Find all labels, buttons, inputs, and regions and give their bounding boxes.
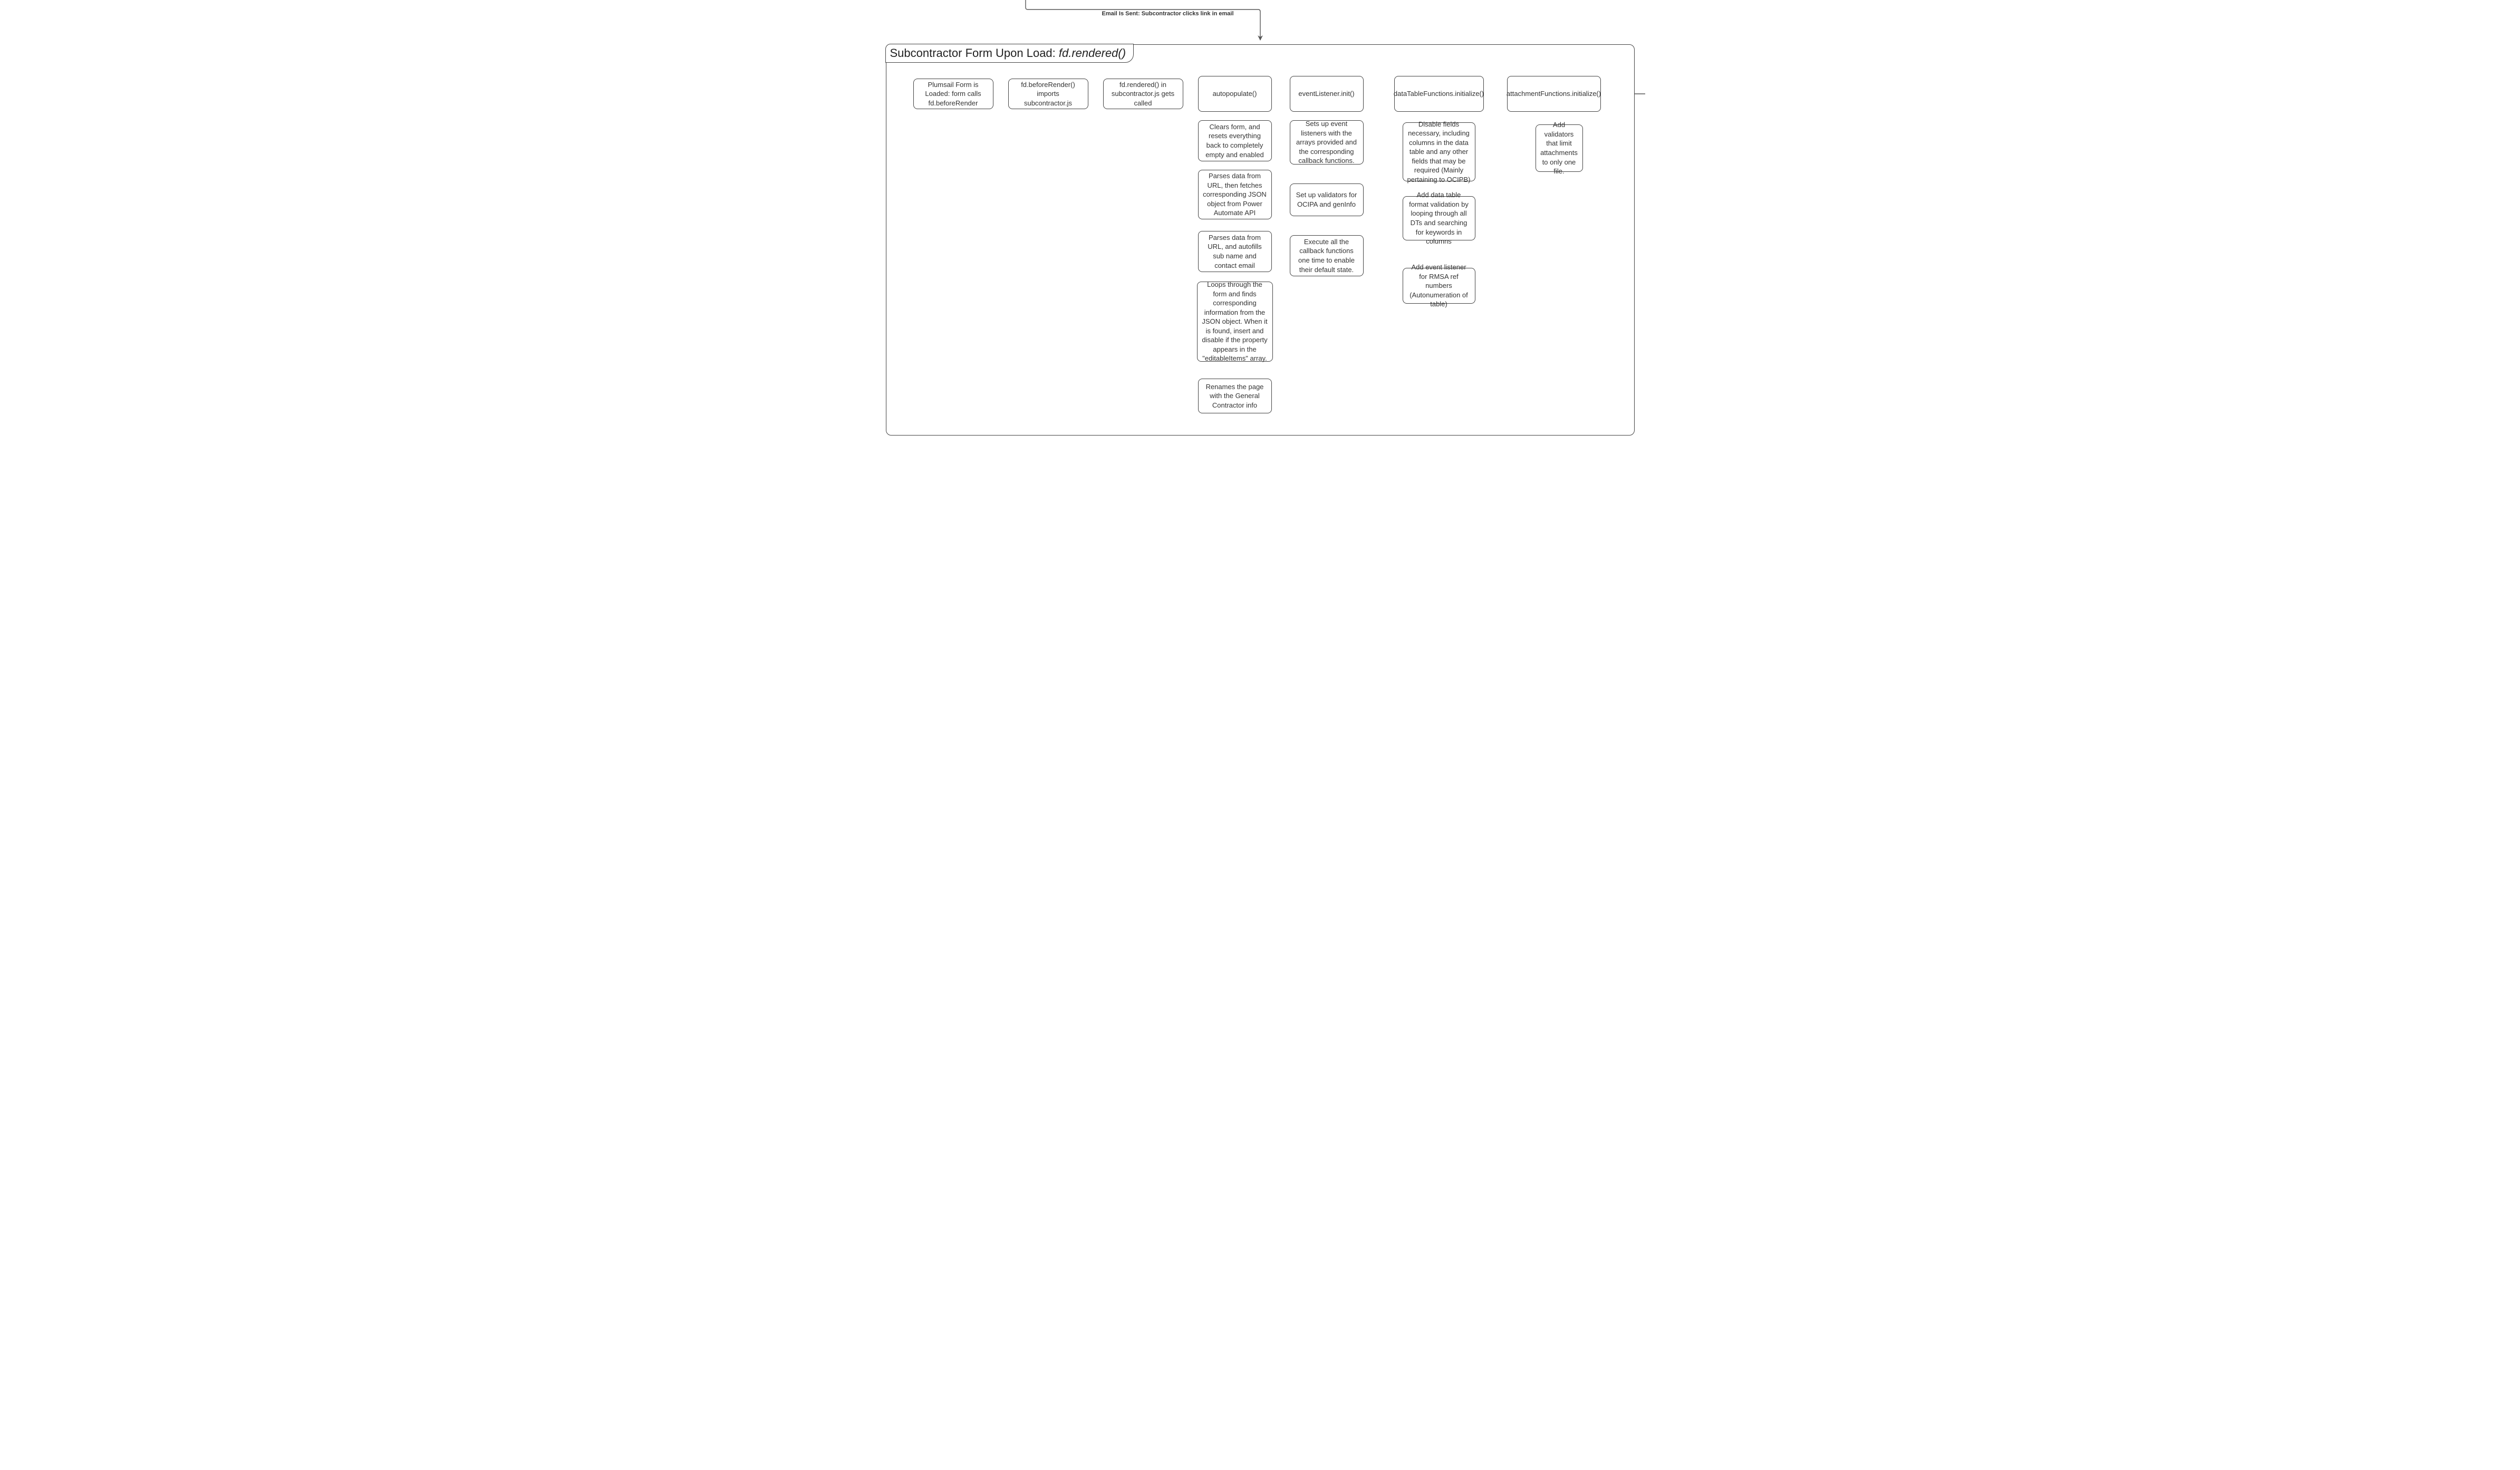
node-parses-url-autofill: Parses data from URL, and autofills sub … — [1198, 231, 1272, 272]
node-before-render-imports: fd.beforeRender() imports subcontractor.… — [1008, 79, 1088, 109]
node-clears-form: Clears form, and resets everything back … — [1198, 120, 1272, 161]
node-loops-form-insert-disable: Loops through the form and finds corresp… — [1197, 282, 1273, 362]
container-title: Subcontractor Form Upon Load: fd.rendere… — [885, 44, 1134, 63]
node-sets-up-listeners: Sets up event listeners with the arrays … — [1290, 120, 1364, 165]
node-rmsa-listener: Add event listener for RMSA ref numbers … — [1403, 268, 1475, 304]
node-disable-fields: Disable fields necessary, including colu… — [1403, 122, 1475, 181]
node-datatable-initialize: dataTableFunctions.initialize() — [1394, 76, 1484, 112]
node-parses-url-fetch-json: Parses data from URL, then fetches corre… — [1198, 170, 1272, 219]
container-title-plain: Subcontractor Form Upon Load: — [890, 46, 1059, 60]
node-renames-page: Renames the page with the General Contra… — [1198, 379, 1272, 413]
edge-label-email-sent: Email Is Sent: Subcontractor clicks link… — [1102, 11, 1234, 17]
node-datatable-format-validate: Add data table format validation by loop… — [1403, 196, 1475, 240]
node-execute-callbacks-once: Execute all the callback functions one t… — [1290, 235, 1364, 276]
node-attachment-validators: Add validators that limit attachments to… — [1536, 124, 1583, 172]
node-setup-validators-ocipa: Set up validators for OCIPA and genInfo — [1290, 183, 1364, 216]
node-plumsail-form-loaded: Plumsail Form is Loaded: form calls fd.b… — [913, 79, 993, 109]
node-event-listener-init: eventListener.init() — [1290, 76, 1364, 112]
node-fd-rendered-called: fd.rendered() in subcontractor.js gets c… — [1103, 79, 1183, 109]
container-title-italic: fd.rendered() — [1059, 46, 1126, 60]
node-attachment-initialize: attachmentFunctions.initialize() — [1507, 76, 1601, 112]
node-autopopulate: autopopulate() — [1198, 76, 1272, 112]
